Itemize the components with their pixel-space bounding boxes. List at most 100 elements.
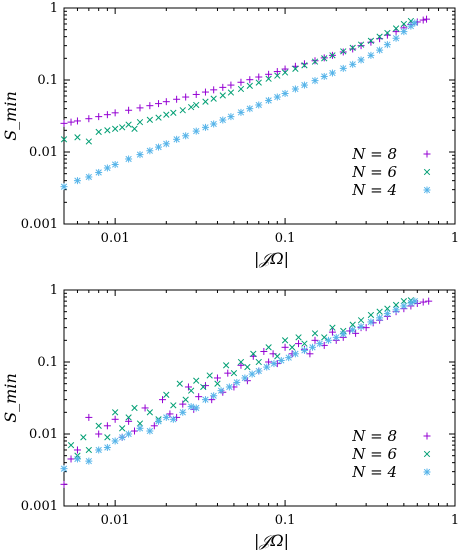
y-axis-label: S_min	[1, 373, 20, 423]
top-chart-panel: 0.01 0.1 1 0.001 0.01 0.1 1 |𝒥Ω| S_min N = 8N = 6…	[1, 1, 459, 268]
data-point	[201, 382, 209, 390]
data-point	[111, 161, 119, 169]
data-point	[237, 358, 245, 366]
data-point	[423, 15, 431, 23]
data-point	[301, 340, 308, 347]
data-point	[195, 393, 203, 401]
data-point	[95, 422, 102, 429]
data-point	[162, 413, 170, 421]
data-point	[274, 72, 281, 79]
data-point	[400, 20, 408, 28]
data-point	[146, 147, 154, 155]
data-point	[349, 44, 356, 51]
data-point	[170, 109, 177, 116]
data-point	[125, 106, 133, 114]
data-point	[255, 101, 263, 109]
data-point	[300, 60, 308, 68]
data-point	[159, 396, 167, 404]
data-point	[192, 90, 200, 98]
data-point	[357, 42, 365, 50]
data-point	[192, 404, 200, 412]
data-point	[332, 333, 340, 341]
legend-marker	[423, 468, 431, 476]
data-point	[67, 118, 75, 126]
data-point	[376, 308, 383, 315]
data-point	[285, 354, 293, 362]
data-point	[85, 173, 93, 181]
data-point	[392, 28, 400, 36]
data-point	[184, 383, 192, 391]
y-tick-label: 0.1	[37, 73, 58, 88]
data-point	[250, 350, 257, 357]
data-point	[255, 79, 262, 86]
data-point	[300, 81, 308, 89]
data-point	[95, 113, 103, 121]
data-point	[193, 377, 200, 384]
data-point	[173, 135, 181, 143]
data-point	[141, 404, 149, 412]
data-point	[131, 427, 139, 435]
data-point	[103, 111, 111, 119]
y-tick-label: 1	[50, 1, 58, 16]
data-point	[269, 350, 277, 358]
x-tick-label: 0.01	[101, 513, 130, 528]
data-point	[111, 437, 119, 445]
data-point	[411, 297, 419, 305]
data-point	[125, 414, 132, 421]
data-point	[328, 328, 336, 336]
data-point	[349, 45, 357, 53]
data-point	[311, 58, 319, 65]
data-point	[349, 60, 357, 68]
data-point	[362, 324, 370, 332]
y-axis-label: S_min	[1, 91, 20, 141]
data-point	[224, 369, 232, 377]
data-point	[201, 88, 209, 96]
data-point	[125, 121, 132, 128]
data-point	[210, 86, 218, 94]
legend-marker	[423, 450, 431, 458]
plot-frame	[63, 7, 456, 225]
data-point	[182, 396, 189, 403]
data-point	[255, 358, 262, 366]
data-point	[301, 62, 308, 69]
data-point	[230, 369, 238, 377]
data-point	[329, 52, 336, 59]
data-point	[131, 404, 138, 412]
data-point	[384, 305, 391, 312]
legend-marker	[423, 432, 431, 440]
x-axis-label: |𝒥Ω|	[254, 531, 289, 550]
data-point	[67, 455, 75, 463]
legend-label: N = 6	[351, 163, 397, 181]
data-point	[357, 56, 365, 64]
data-point	[146, 427, 154, 435]
data-point	[246, 76, 254, 84]
data-point	[95, 168, 103, 176]
data-point	[111, 109, 119, 117]
data-point	[367, 318, 375, 326]
legend-label: N = 4	[351, 463, 397, 481]
data-point	[328, 69, 336, 77]
data-point	[182, 93, 190, 101]
data-point	[273, 93, 281, 101]
data-point	[73, 446, 81, 454]
data-point	[193, 101, 200, 109]
data-point	[265, 70, 273, 78]
data-point	[136, 151, 144, 159]
data-point	[131, 125, 138, 132]
data-point	[85, 457, 93, 465]
data-point	[136, 420, 144, 427]
data-point	[146, 409, 153, 416]
series-star	[60, 297, 419, 473]
data-point	[111, 125, 119, 132]
data-point	[357, 41, 365, 48]
data-point	[295, 340, 303, 348]
data-point	[125, 417, 133, 425]
data-point	[155, 114, 162, 121]
data-point	[103, 443, 111, 451]
data-point	[60, 465, 68, 473]
data-point	[187, 103, 195, 111]
legend-marker	[423, 150, 431, 158]
data-point	[169, 415, 177, 423]
data-point	[324, 336, 332, 344]
data-point	[179, 408, 187, 416]
